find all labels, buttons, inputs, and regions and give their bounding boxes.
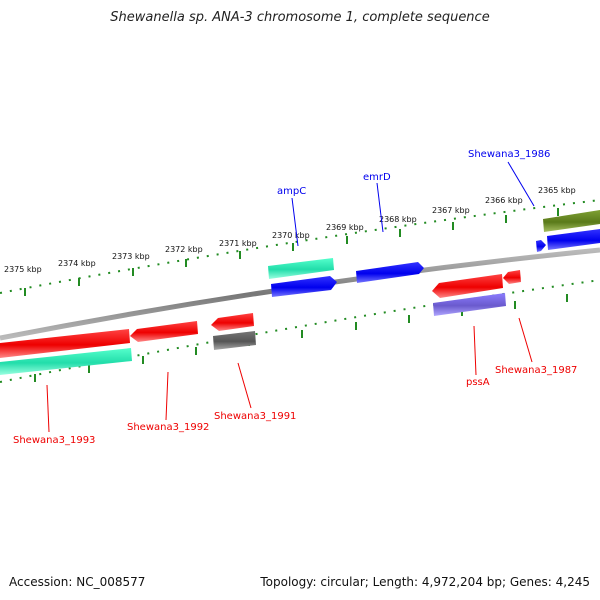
map-title: Shewanella sp. ANA-3 chromosome 1, compl… <box>110 10 490 25</box>
tick-label: 2366 kbp <box>485 196 523 205</box>
tick-label: 2367 kbp <box>432 206 470 215</box>
feature-shewana3-1991[interactable] <box>211 313 254 331</box>
reverse-features <box>0 270 521 375</box>
gene-label-shewana3-1987[interactable]: Shewana3_1987 <box>495 365 577 376</box>
feature-shewana3-1986[interactable] <box>547 229 600 250</box>
feature-shewana3-1991-gray[interactable] <box>213 331 256 350</box>
tick-label: 2371 kbp <box>219 239 257 248</box>
gene-labels: ampC emrD Shewana3_1986 Shewana3_1993 Sh… <box>13 149 577 446</box>
accession-text: Accession: NC_008577 <box>9 575 146 589</box>
gene-label-shewana3-1991[interactable]: Shewana3_1991 <box>214 411 296 422</box>
feature-shewana3-1992[interactable] <box>130 321 198 342</box>
feature-pssa[interactable] <box>432 274 503 298</box>
feature-shewana3-1987[interactable] <box>503 270 521 284</box>
tick-label: 2369 kbp <box>326 223 364 232</box>
feature-pssa-misc[interactable] <box>433 293 506 316</box>
tick-label: 2370 kbp <box>272 231 310 240</box>
gene-label-pssa[interactable]: pssA <box>466 377 490 388</box>
gene-label-emrd[interactable]: emrD <box>363 172 391 183</box>
topology-text: Topology: circular; Length: 4,972,204 bp… <box>260 575 590 589</box>
feature-ampc[interactable] <box>271 276 337 297</box>
outer-major-ticks <box>24 208 559 296</box>
tick-label: 2375 kbp <box>4 265 42 274</box>
gene-label-shewana3-1992[interactable]: Shewana3_1992 <box>127 422 209 433</box>
feature-ampc-rna[interactable] <box>268 258 334 279</box>
feature-olive[interactable] <box>543 210 600 232</box>
forward-features <box>268 210 600 297</box>
tick-label: 2368 kbp <box>379 215 417 224</box>
gene-label-ampc[interactable]: ampC <box>277 186 306 197</box>
feature-shewana3-1986-small[interactable] <box>536 240 546 252</box>
tick-label: 2372 kbp <box>165 245 203 254</box>
gene-label-shewana3-1986[interactable]: Shewana3_1986 <box>468 149 550 160</box>
tick-label: 2365 kbp <box>538 186 576 195</box>
feature-emrd[interactable] <box>356 262 424 283</box>
tick-label: 2374 kbp <box>58 259 96 268</box>
tick-label: 2373 kbp <box>112 252 150 261</box>
gene-label-shewana3-1993[interactable]: Shewana3_1993 <box>13 435 95 446</box>
feature-shewana3-1993-rna[interactable] <box>0 348 132 375</box>
feature-shewana3-1993[interactable] <box>0 329 130 358</box>
tick-labels: 2375 kbp 2374 kbp 2373 kbp 2372 kbp 2371… <box>4 186 576 274</box>
leader-lines <box>46 161 535 433</box>
